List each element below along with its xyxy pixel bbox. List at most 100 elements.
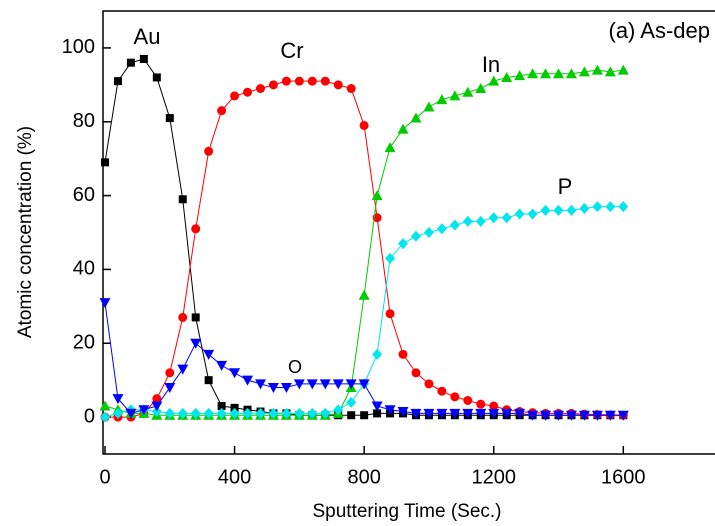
point [151, 401, 163, 412]
series-line [104, 58, 624, 416]
point [203, 349, 215, 360]
annotation: O [288, 357, 302, 377]
point [307, 76, 317, 86]
point [333, 404, 344, 416]
point [190, 407, 201, 419]
point [476, 399, 486, 409]
point [242, 407, 253, 419]
point [281, 407, 292, 419]
point [540, 204, 551, 216]
point [152, 394, 162, 404]
point [294, 76, 304, 86]
point [488, 212, 499, 224]
point [527, 68, 539, 79]
point [436, 223, 447, 235]
point [254, 379, 266, 390]
point [371, 190, 383, 201]
point [462, 215, 473, 227]
x-tick-label: 400 [218, 466, 251, 488]
point [100, 411, 110, 423]
point [332, 379, 344, 390]
point [462, 86, 474, 97]
point [125, 408, 137, 419]
point [373, 409, 382, 418]
annotation: In [482, 52, 500, 77]
point [527, 208, 538, 220]
point [423, 101, 435, 112]
point [605, 201, 616, 213]
point [424, 379, 434, 389]
point [514, 208, 525, 220]
point [164, 407, 175, 419]
point [397, 407, 409, 418]
point [410, 112, 422, 123]
x-tick-label: 800 [347, 466, 380, 488]
x-tick-label: 1600 [601, 466, 646, 488]
y-tick-label: 100 [62, 36, 95, 58]
point [229, 368, 241, 379]
point [178, 312, 188, 322]
point [501, 408, 513, 419]
point [449, 408, 461, 419]
point [204, 146, 214, 156]
point [191, 224, 201, 234]
point [280, 383, 292, 394]
point [358, 289, 370, 300]
y-axis-label: Atomic concentration (%) [15, 126, 36, 338]
point [268, 407, 279, 419]
point [243, 87, 253, 97]
point [177, 407, 188, 419]
point [592, 201, 603, 213]
point [514, 408, 526, 419]
annotation: P [558, 174, 573, 199]
point [101, 158, 109, 167]
point [411, 368, 421, 378]
annotation: (a) As-dep [609, 18, 711, 43]
point [255, 407, 266, 419]
point [320, 76, 330, 86]
point [177, 364, 189, 375]
y-tick-label: 60 [73, 184, 95, 206]
x-axis-label: Sputtering Time (Sec.) [312, 501, 501, 522]
plot-frame [102, 10, 715, 455]
point [178, 195, 187, 204]
point [501, 212, 512, 224]
point [553, 204, 564, 216]
point [165, 368, 175, 378]
point [489, 401, 499, 411]
point [501, 71, 513, 82]
point [579, 203, 590, 215]
point [347, 411, 356, 420]
point [578, 66, 590, 77]
point [437, 386, 447, 396]
point [488, 408, 500, 419]
y-tick-label: 80 [73, 110, 95, 132]
point [293, 379, 305, 390]
point [216, 360, 228, 371]
point [540, 410, 552, 421]
point [216, 407, 227, 419]
point [591, 64, 603, 75]
point [346, 396, 357, 408]
point [475, 215, 486, 227]
point [475, 408, 487, 419]
point [565, 68, 577, 79]
point [449, 90, 461, 101]
point [604, 66, 616, 77]
point [423, 227, 434, 238]
y-tick-label: 0 [84, 405, 95, 427]
point [475, 83, 487, 94]
point [217, 106, 227, 116]
point [230, 91, 240, 101]
point [319, 379, 331, 390]
annotation: Au [134, 24, 161, 49]
series-markers [100, 201, 629, 423]
point [488, 75, 500, 86]
point [242, 375, 254, 386]
point [372, 348, 383, 360]
y-tick-label: 40 [73, 258, 95, 280]
point [371, 401, 383, 412]
point [151, 406, 162, 418]
point [553, 410, 565, 421]
point [165, 114, 174, 123]
